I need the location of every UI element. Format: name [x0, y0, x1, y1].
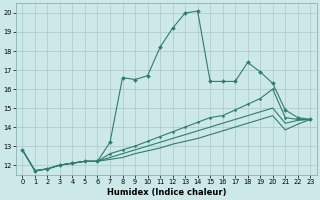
X-axis label: Humidex (Indice chaleur): Humidex (Indice chaleur)	[107, 188, 226, 197]
